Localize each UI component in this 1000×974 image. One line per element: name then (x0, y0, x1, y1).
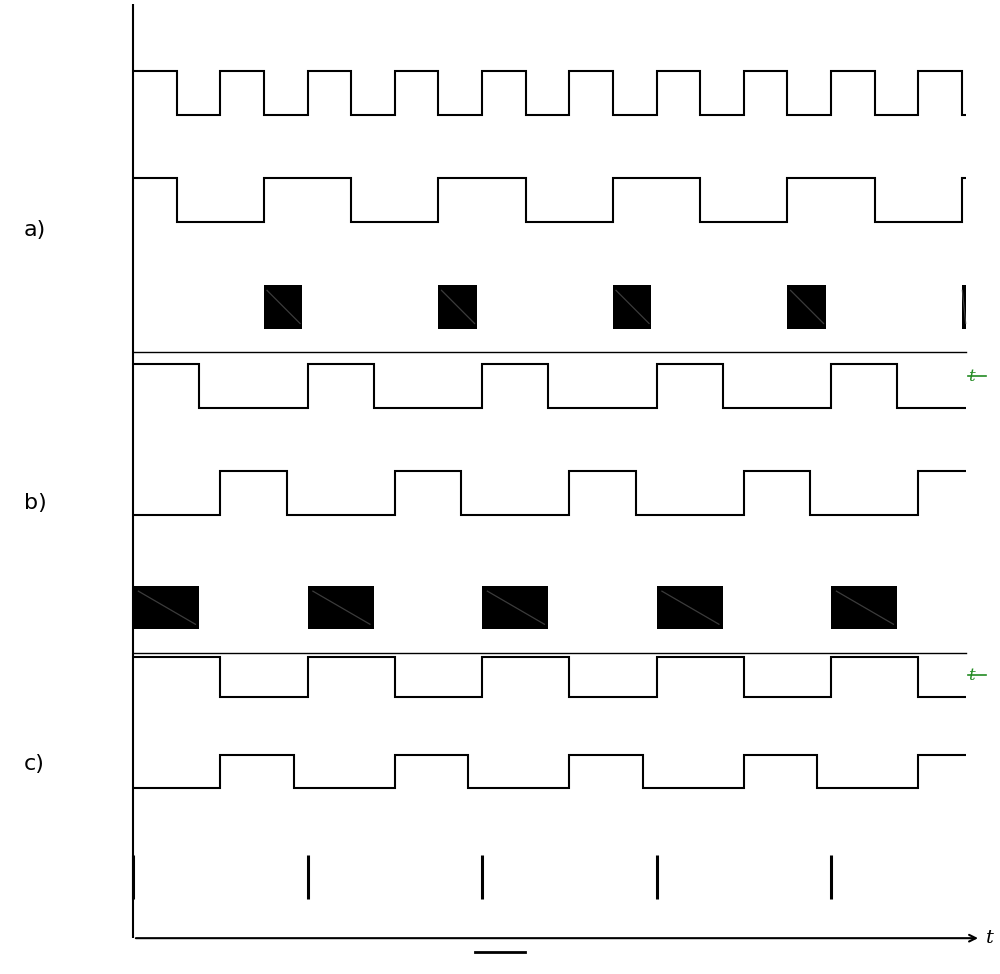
Text: a): a) (24, 220, 46, 240)
Text: b): b) (24, 493, 47, 513)
Bar (482, 586, 548, 629)
Text: t: t (986, 929, 994, 947)
Text: t: t (968, 368, 975, 386)
Text: c): c) (24, 754, 45, 774)
Bar (787, 285, 826, 328)
Bar (264, 285, 302, 328)
Bar (613, 285, 651, 328)
Bar (308, 586, 374, 629)
Bar (962, 285, 966, 328)
Text: t: t (968, 667, 975, 685)
Bar (831, 586, 897, 629)
Bar (438, 285, 477, 328)
Bar (657, 586, 723, 629)
Bar (133, 586, 199, 629)
